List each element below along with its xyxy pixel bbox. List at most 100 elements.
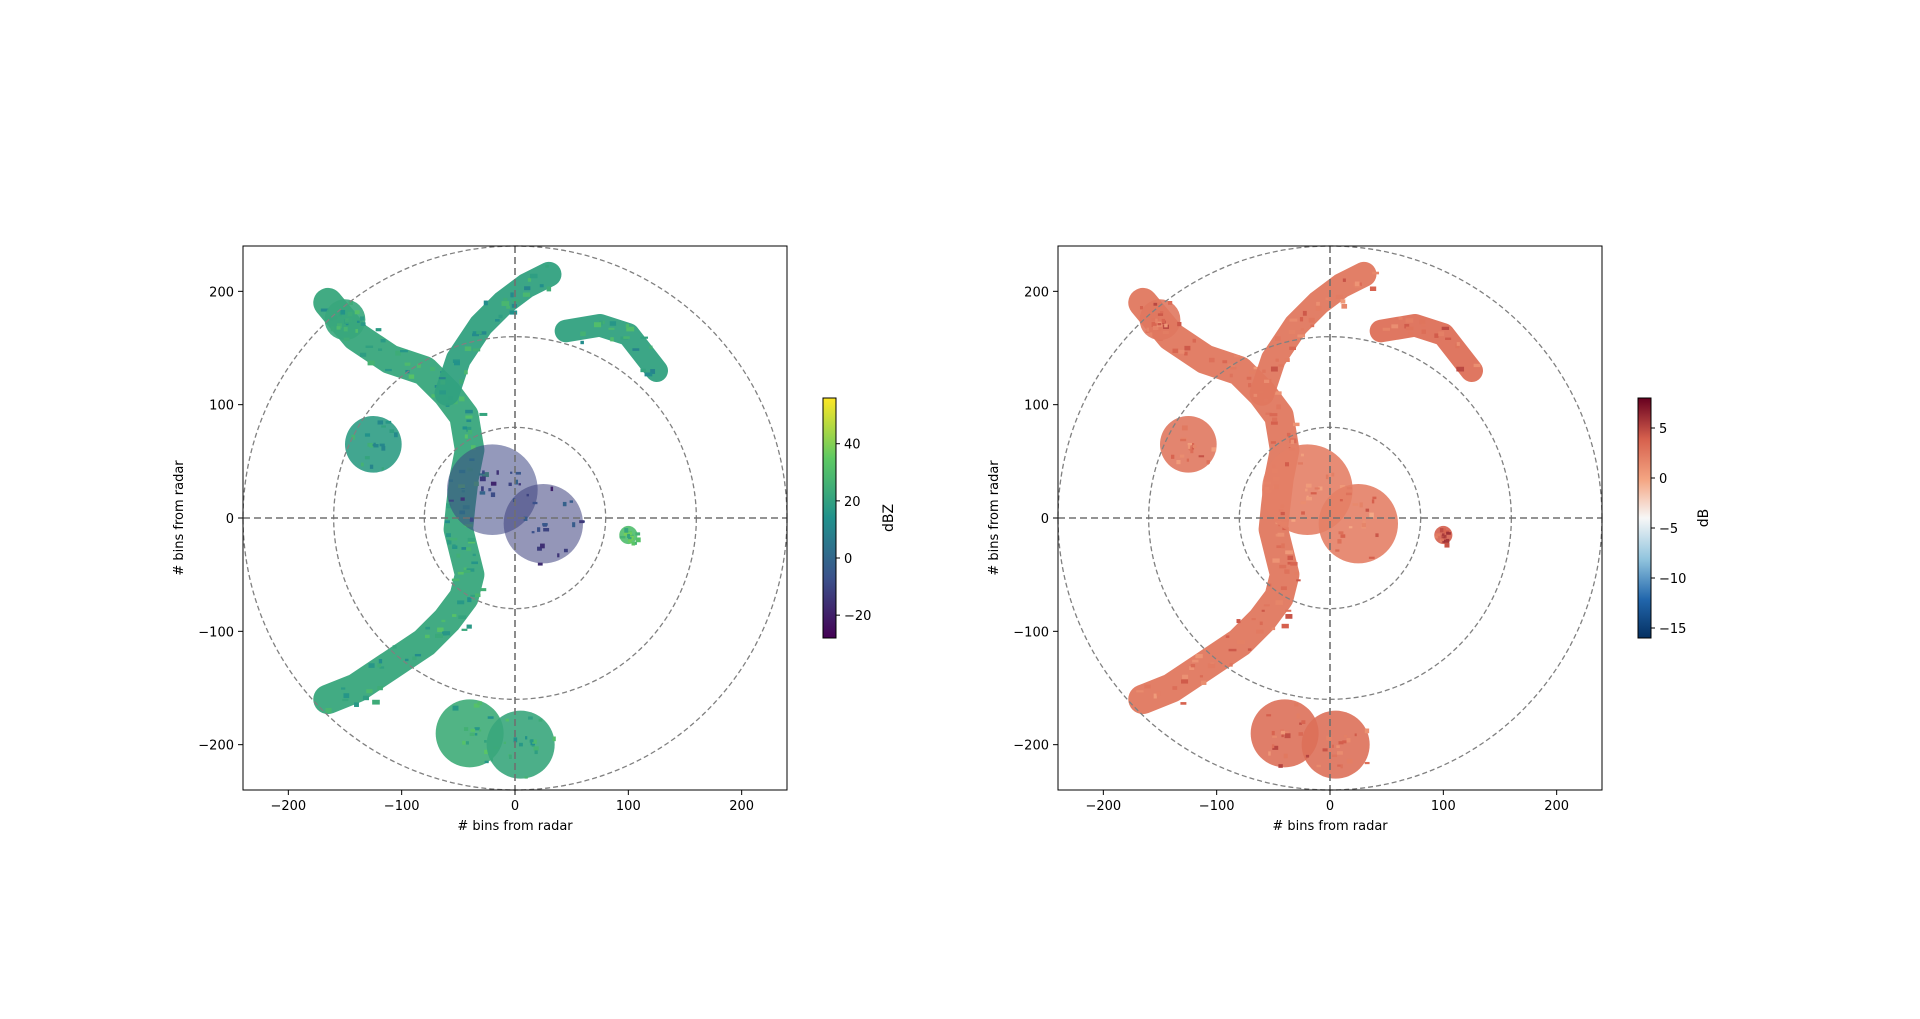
echo-speckle bbox=[472, 553, 476, 557]
echo-speckle bbox=[1446, 531, 1450, 534]
echo-speckle bbox=[451, 578, 460, 582]
echo-speckle bbox=[320, 308, 329, 312]
echo-speckle bbox=[1361, 523, 1366, 528]
echo-speckle bbox=[408, 374, 415, 379]
echo-speckle bbox=[1187, 444, 1191, 449]
y-tick-label: 0 bbox=[226, 512, 234, 527]
echo-speckle bbox=[463, 569, 471, 573]
echo-speckle bbox=[1280, 730, 1286, 735]
echo-speckle bbox=[644, 372, 653, 377]
colorbar-tick-label: −15 bbox=[1659, 622, 1686, 637]
echo-speckle bbox=[392, 645, 397, 649]
y-tick-label: −100 bbox=[1013, 625, 1049, 640]
echo-band-2 bbox=[554, 313, 669, 383]
echo-speckle bbox=[466, 426, 472, 432]
echo-speckle bbox=[503, 741, 507, 745]
echo-speckle bbox=[1391, 324, 1399, 329]
echo-speckle bbox=[1270, 421, 1278, 425]
echo-speckle bbox=[1341, 303, 1348, 309]
echo-speckle bbox=[632, 348, 640, 351]
y-axis-label-1: # bins from radar bbox=[987, 460, 1002, 576]
echo-speckle bbox=[540, 543, 545, 549]
echo-speckle bbox=[347, 311, 353, 317]
echo-speckle bbox=[479, 331, 487, 335]
echo-speckle bbox=[532, 501, 538, 505]
echo-speckle bbox=[550, 486, 554, 492]
echo-speckle bbox=[484, 740, 487, 743]
echo-speckle bbox=[488, 488, 492, 492]
echo-speckle bbox=[506, 305, 511, 309]
echo-speckle bbox=[524, 776, 528, 779]
echo-speckle bbox=[635, 537, 641, 543]
echo-speckle bbox=[1299, 317, 1304, 322]
echo-speckle bbox=[430, 366, 436, 371]
echo-speckle bbox=[1286, 432, 1291, 437]
echo-speckle bbox=[1337, 539, 1342, 544]
echo-speckle bbox=[1300, 453, 1304, 457]
echo-speckle bbox=[1354, 285, 1361, 288]
colorbar-tick-label: −20 bbox=[844, 609, 871, 624]
echo-speckle bbox=[640, 368, 646, 373]
echo-speckle bbox=[1325, 474, 1329, 480]
echo-speckle bbox=[1296, 579, 1301, 582]
echo-speckle bbox=[1318, 486, 1323, 491]
echo-speckle bbox=[472, 333, 479, 337]
echo-speckle bbox=[530, 742, 535, 746]
echo-speckle bbox=[479, 491, 486, 495]
echo-speckle bbox=[525, 736, 528, 740]
echo-speckle bbox=[348, 317, 352, 323]
echo-speckle bbox=[1184, 345, 1191, 351]
echo-speckle bbox=[569, 500, 573, 503]
echo-speckle bbox=[649, 345, 653, 349]
echo-speckle bbox=[1372, 271, 1380, 275]
echo-speckle bbox=[1364, 728, 1370, 734]
echo-speckle bbox=[1188, 446, 1192, 451]
echo-speckle bbox=[1445, 337, 1452, 340]
echo-speckle bbox=[1348, 526, 1353, 529]
echo-speckle bbox=[1398, 316, 1403, 320]
echo-speckle bbox=[1162, 330, 1169, 335]
echo-speckle bbox=[459, 396, 465, 402]
echo-speckle bbox=[1253, 366, 1260, 370]
echo-speckle bbox=[1285, 609, 1292, 612]
echo-speckle bbox=[1184, 351, 1188, 356]
echo-speckle bbox=[495, 318, 500, 322]
echo-speckle bbox=[1274, 391, 1282, 395]
echo-speckle bbox=[453, 361, 460, 366]
x-tick-label: 100 bbox=[616, 799, 641, 814]
echo-speckle bbox=[1182, 674, 1189, 679]
echo-speckle bbox=[1136, 690, 1144, 693]
echo-speckle bbox=[469, 517, 474, 522]
echo-speckle bbox=[498, 314, 503, 319]
echo-speckle bbox=[470, 594, 476, 597]
echo-speckle bbox=[538, 718, 543, 722]
echo-speckle bbox=[514, 479, 519, 485]
echo-speckle bbox=[441, 619, 446, 623]
echo-speckle bbox=[378, 659, 383, 664]
echo-speckle bbox=[579, 520, 585, 524]
echo-speckle bbox=[452, 544, 456, 548]
echo-speckle bbox=[1289, 318, 1298, 322]
echo-speckle bbox=[1156, 691, 1161, 696]
echo-speckle bbox=[1276, 545, 1282, 549]
colorbar-0: −20 0 20 40 dBZ bbox=[822, 397, 897, 639]
echo-speckle bbox=[509, 310, 518, 315]
echo-speckle bbox=[1375, 533, 1379, 538]
echo-speckle bbox=[624, 528, 629, 533]
echo-speckle bbox=[1342, 278, 1346, 282]
echo-speckle bbox=[479, 729, 482, 732]
y-tick-label: 100 bbox=[1024, 399, 1049, 414]
echo-speckle bbox=[1229, 662, 1233, 667]
echo-speckle bbox=[379, 666, 385, 669]
echo-speckle bbox=[1192, 338, 1197, 343]
echo-speckle bbox=[395, 350, 401, 356]
echo-speckle bbox=[1180, 702, 1187, 705]
echo-speckle bbox=[473, 703, 480, 708]
echo-speckle bbox=[1289, 346, 1296, 350]
x-tick-label: 0 bbox=[511, 799, 519, 814]
echo-speckle bbox=[522, 292, 531, 297]
echo-speckle bbox=[1292, 422, 1300, 427]
echo-speckle bbox=[1346, 758, 1353, 764]
echo-speckle bbox=[1305, 754, 1310, 758]
echo-speckle bbox=[1337, 764, 1341, 767]
